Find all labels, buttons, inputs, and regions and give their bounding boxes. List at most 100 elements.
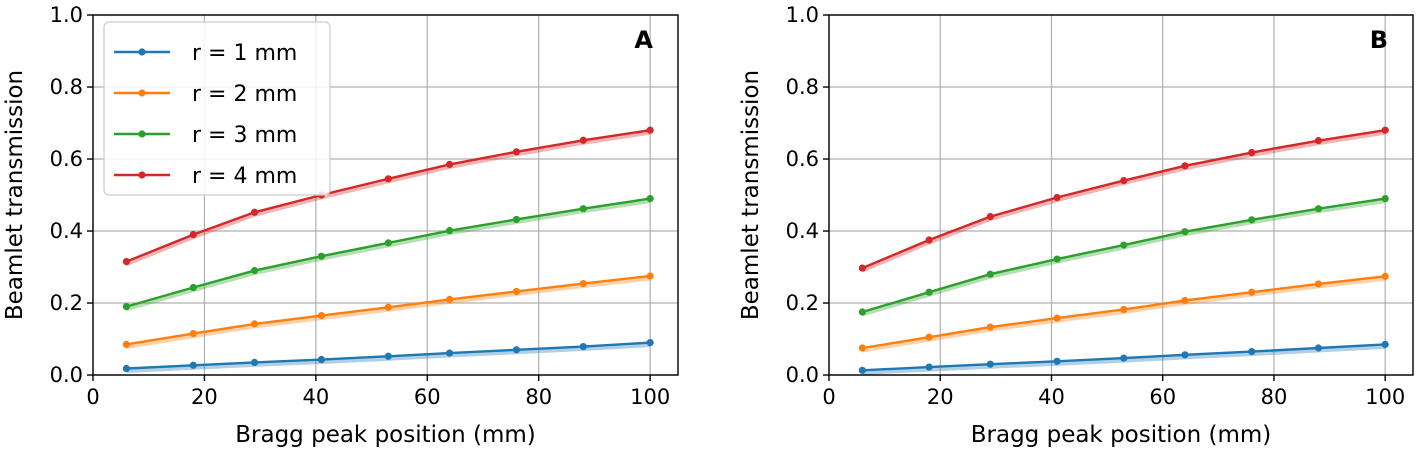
data-point xyxy=(1053,255,1061,263)
data-point xyxy=(445,227,454,235)
data-point xyxy=(1314,280,1323,288)
data-point xyxy=(986,323,994,331)
data-point xyxy=(384,303,392,311)
data-point xyxy=(384,352,392,360)
legend-marker xyxy=(138,130,146,138)
legend-box xyxy=(103,21,331,196)
y-tick-label: 0.4 xyxy=(786,219,819,243)
data-point xyxy=(986,360,994,368)
x-tick-label: 60 xyxy=(1149,385,1176,409)
panel-letter: A xyxy=(634,26,653,54)
data-point xyxy=(646,272,654,280)
legend: r = 1 mm r = 2 mm r = 3 mm r = 4 mm xyxy=(103,21,331,196)
data-point xyxy=(189,231,197,239)
data-point xyxy=(122,340,131,348)
data-point xyxy=(1314,344,1323,352)
data-point xyxy=(1381,195,1389,203)
data-point xyxy=(1314,137,1323,145)
data-point xyxy=(317,252,326,260)
x-tick-label: 20 xyxy=(191,385,218,409)
data-point xyxy=(858,308,866,316)
chart-panel-a: 0 20 40 60 80 100 0.0 0.2 0.4 0.6 0.8 1.0 Bragg peak… xyxy=(2,3,679,448)
data-point xyxy=(317,312,326,320)
y-tick-label: 0.4 xyxy=(50,219,83,243)
data-point xyxy=(1248,148,1256,157)
x-tick-label: 80 xyxy=(1261,385,1288,409)
data-point xyxy=(512,215,521,224)
data-point xyxy=(122,364,131,373)
data-point xyxy=(1053,193,1061,202)
data-point xyxy=(189,330,197,338)
data-point xyxy=(858,366,866,374)
data-point xyxy=(858,264,866,272)
data-point xyxy=(1314,205,1323,213)
data-point xyxy=(579,136,587,144)
data-point xyxy=(250,267,259,275)
data-point xyxy=(122,258,131,266)
y-tick-label: 1.0 xyxy=(50,3,83,27)
data-point xyxy=(579,205,587,213)
data-point xyxy=(1053,357,1061,365)
data-point xyxy=(1248,216,1256,224)
data-point xyxy=(445,349,454,357)
data-point xyxy=(1381,340,1389,348)
y-axis-label: Beamlet transmission xyxy=(738,70,764,320)
data-point xyxy=(1181,351,1189,359)
y-tick-label: 0.2 xyxy=(786,291,819,315)
data-point xyxy=(512,148,521,156)
x-axis-label: Bragg peak position (mm) xyxy=(971,422,1271,448)
panel-letter: B xyxy=(1370,26,1388,54)
data-point xyxy=(445,160,454,168)
legend-label: r = 3 mm xyxy=(192,123,297,148)
data-point xyxy=(1181,162,1189,170)
data-point xyxy=(1120,354,1128,362)
data-point xyxy=(445,295,454,303)
data-point xyxy=(925,288,933,296)
x-axis-label: Bragg peak position (mm) xyxy=(235,422,535,448)
x-tick-label: 100 xyxy=(1365,385,1405,409)
x-tick-label: 0 xyxy=(86,385,99,409)
data-point xyxy=(646,195,654,203)
data-point xyxy=(384,239,392,247)
x-tick-label: 60 xyxy=(414,385,441,409)
data-point xyxy=(189,283,197,292)
legend-label: r = 1 mm xyxy=(192,41,297,66)
data-point xyxy=(189,361,197,369)
y-tick-label: 0.8 xyxy=(50,75,83,99)
data-point xyxy=(250,358,259,366)
legend-marker xyxy=(138,48,146,56)
data-point xyxy=(986,270,994,278)
data-point xyxy=(1181,296,1189,305)
data-point xyxy=(1181,228,1189,236)
y-tick-label: 0.0 xyxy=(786,363,819,387)
data-point xyxy=(250,208,259,216)
data-point xyxy=(1120,305,1128,314)
data-point xyxy=(646,339,654,347)
x-tick-label: 0 xyxy=(822,385,835,409)
legend-marker xyxy=(138,89,146,97)
data-point xyxy=(579,279,587,288)
legend-marker xyxy=(138,171,146,179)
x-tick-label: 80 xyxy=(525,385,552,409)
y-tick-label: 0.2 xyxy=(50,291,83,315)
x-tick-label: 100 xyxy=(630,385,670,409)
y-tick-label: 0.0 xyxy=(50,363,83,387)
data-point xyxy=(384,175,392,183)
data-point xyxy=(250,320,259,328)
data-point xyxy=(317,355,326,364)
data-point xyxy=(1248,288,1256,296)
data-point xyxy=(858,344,866,352)
data-point xyxy=(925,363,933,371)
plot-frame xyxy=(92,14,679,376)
data-point xyxy=(512,346,521,354)
data-point xyxy=(1120,241,1128,249)
y-tick-label: 0.6 xyxy=(50,147,83,171)
x-tick-label: 40 xyxy=(1038,385,1065,409)
data-point xyxy=(1381,126,1389,134)
data-point xyxy=(1120,177,1128,185)
x-tick-label: 20 xyxy=(927,385,954,409)
plot-frame xyxy=(828,14,1414,376)
y-axis-label: Beamlet transmission xyxy=(2,70,28,320)
data-point xyxy=(1248,348,1256,356)
